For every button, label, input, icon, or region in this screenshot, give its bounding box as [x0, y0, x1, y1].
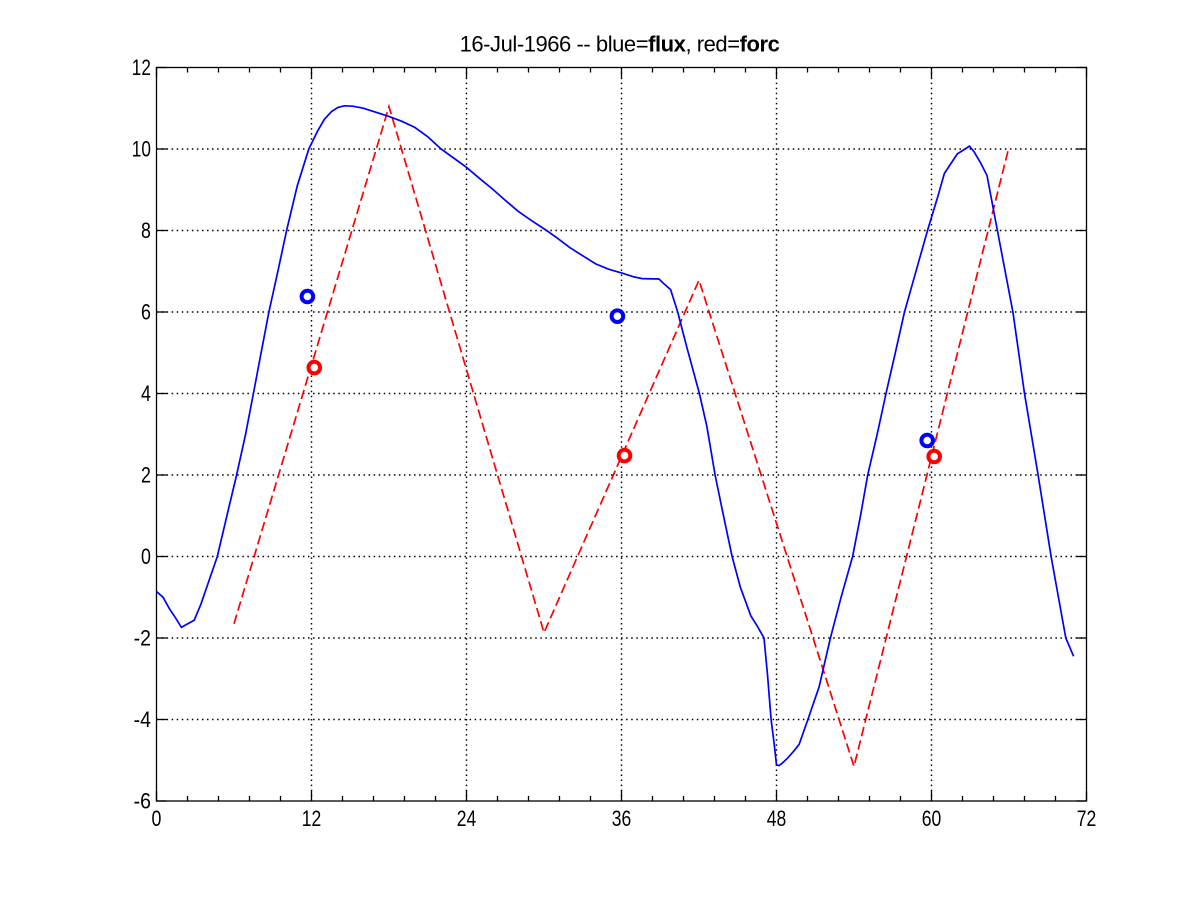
svg-text:60: 60 [922, 806, 942, 831]
svg-text:0: 0 [141, 544, 151, 569]
svg-text:24: 24 [457, 806, 477, 831]
svg-text:-6: -6 [134, 789, 151, 814]
svg-text:-4: -4 [134, 707, 151, 732]
svg-text:72: 72 [1077, 806, 1097, 831]
svg-text:16-Jul-1966 -- blue=flux, red=: 16-Jul-1966 -- blue=flux, red=forc [460, 32, 780, 57]
svg-text:2: 2 [141, 463, 151, 488]
svg-text:4: 4 [141, 381, 151, 406]
svg-text:36: 36 [612, 806, 632, 831]
svg-text:12: 12 [302, 806, 322, 831]
svg-text:10: 10 [132, 137, 151, 162]
svg-text:12: 12 [132, 55, 151, 80]
svg-text:6: 6 [141, 300, 151, 325]
svg-text:0: 0 [152, 806, 162, 831]
svg-text:-2: -2 [134, 626, 151, 651]
svg-text:48: 48 [767, 806, 787, 831]
svg-text:8: 8 [141, 218, 151, 243]
